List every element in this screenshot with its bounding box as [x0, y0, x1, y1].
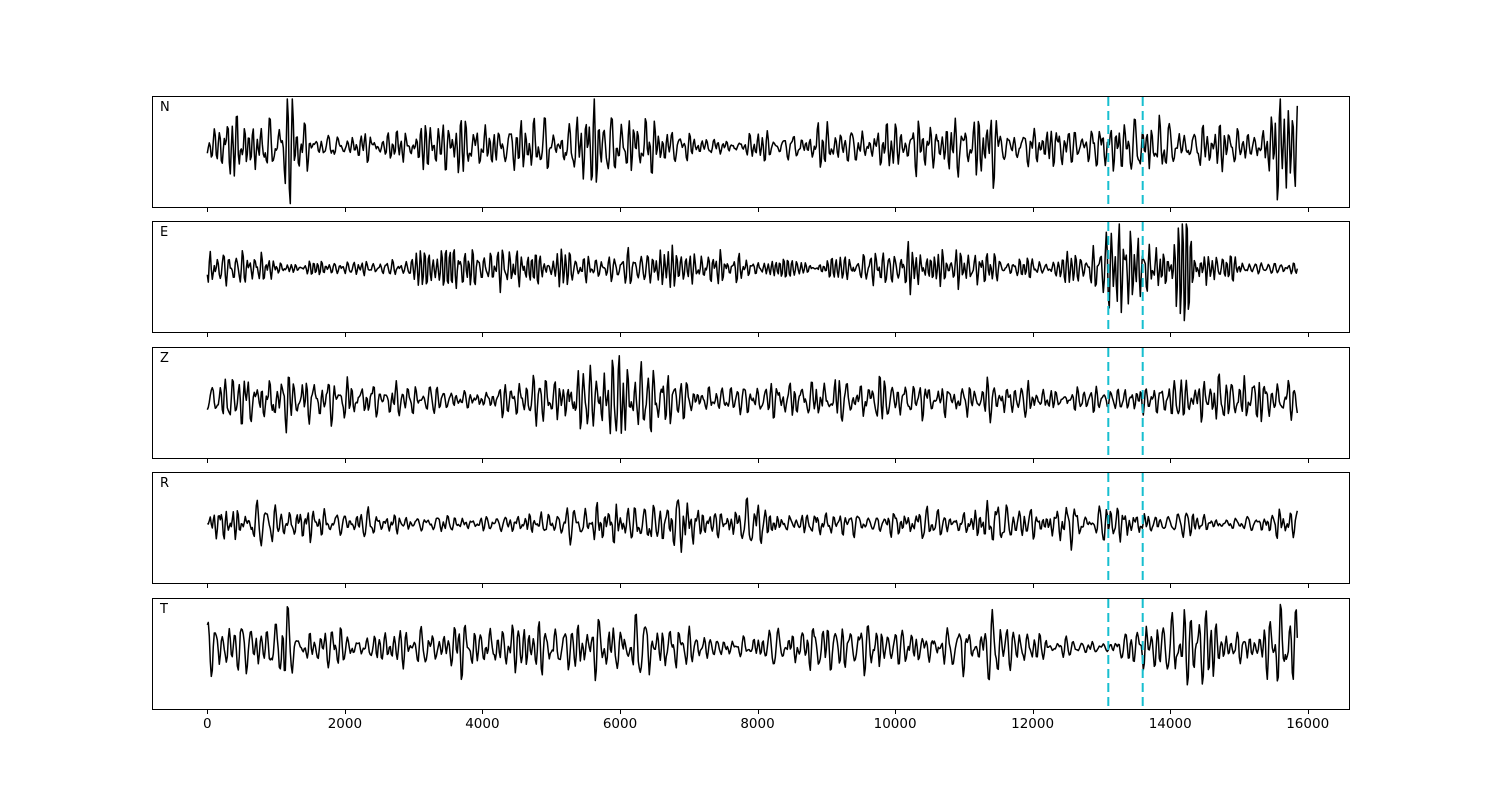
seismogram-trace-z	[206, 355, 1299, 435]
x-tick	[1170, 208, 1172, 212]
x-tick	[344, 333, 346, 337]
x-tick-label: 2000	[327, 716, 363, 732]
x-tick	[757, 208, 759, 212]
x-tick	[344, 208, 346, 212]
x-tick	[482, 208, 484, 212]
waveform-n	[206, 97, 1299, 207]
x-tick	[757, 333, 759, 337]
x-tick	[895, 584, 897, 588]
panel-label-r: R	[160, 476, 170, 491]
seismogram-trace-t	[206, 603, 1299, 686]
trace-panel-e: E	[152, 221, 1350, 333]
x-tick	[482, 459, 484, 463]
trace-panel-z: Z	[152, 347, 1350, 459]
waveform-r	[206, 473, 1299, 583]
x-tick	[620, 710, 621, 714]
x-tick	[1032, 459, 1034, 463]
x-tick-label: 10000	[873, 716, 917, 732]
x-tick	[207, 459, 209, 463]
x-tick	[482, 710, 484, 714]
x-tick-label: 16000	[1286, 716, 1330, 732]
waveform-e	[206, 222, 1299, 332]
x-tick	[207, 208, 209, 212]
trace-panel-n: N	[152, 96, 1350, 208]
x-tick	[895, 208, 897, 212]
waveform-z	[206, 348, 1299, 458]
x-tick	[1170, 584, 1172, 588]
x-tick	[207, 710, 209, 714]
seismogram-trace-e	[206, 223, 1299, 322]
x-tick	[344, 459, 346, 463]
x-tick-label: 6000	[602, 716, 638, 732]
x-tick	[1032, 333, 1034, 337]
x-tick	[344, 710, 346, 714]
x-tick	[757, 584, 759, 588]
seismogram-trace-r	[206, 497, 1299, 553]
panel-label-e: E	[160, 225, 169, 240]
x-tick	[620, 333, 621, 337]
panel-label-z: Z	[160, 351, 169, 366]
panel-label-t: T	[160, 602, 168, 617]
panel-label-n: N	[160, 100, 170, 115]
x-tick	[1170, 710, 1172, 714]
x-tick-label: 4000	[465, 716, 500, 732]
x-tick	[1170, 333, 1172, 337]
x-tick	[620, 208, 621, 212]
x-tick-label: 8000	[740, 716, 775, 732]
x-tick	[757, 710, 759, 714]
waveform-t	[206, 599, 1299, 709]
x-tick	[1307, 710, 1309, 714]
x-tick	[344, 584, 346, 588]
x-tick-label: 12000	[1011, 716, 1055, 732]
x-tick	[757, 459, 759, 463]
x-tick	[1032, 710, 1034, 714]
x-tick	[1170, 459, 1172, 463]
x-tick-label: 14000	[1148, 716, 1192, 732]
x-tick	[620, 459, 621, 463]
seismogram-trace-n	[206, 98, 1299, 205]
x-tick	[1307, 208, 1309, 212]
x-tick	[207, 584, 209, 588]
x-tick	[620, 584, 621, 588]
x-tick	[1307, 333, 1309, 337]
x-tick	[482, 333, 484, 337]
trace-panel-r: R	[152, 472, 1350, 584]
x-tick	[1307, 584, 1309, 588]
x-tick	[895, 333, 897, 337]
x-tick	[1032, 208, 1034, 212]
x-tick	[1307, 459, 1309, 463]
x-tick-label: 0	[203, 716, 212, 732]
trace-panel-t: T	[152, 598, 1350, 710]
x-tick	[1032, 584, 1034, 588]
x-tick	[207, 333, 209, 337]
x-tick	[895, 710, 897, 714]
x-tick	[482, 584, 484, 588]
x-tick	[895, 459, 897, 463]
